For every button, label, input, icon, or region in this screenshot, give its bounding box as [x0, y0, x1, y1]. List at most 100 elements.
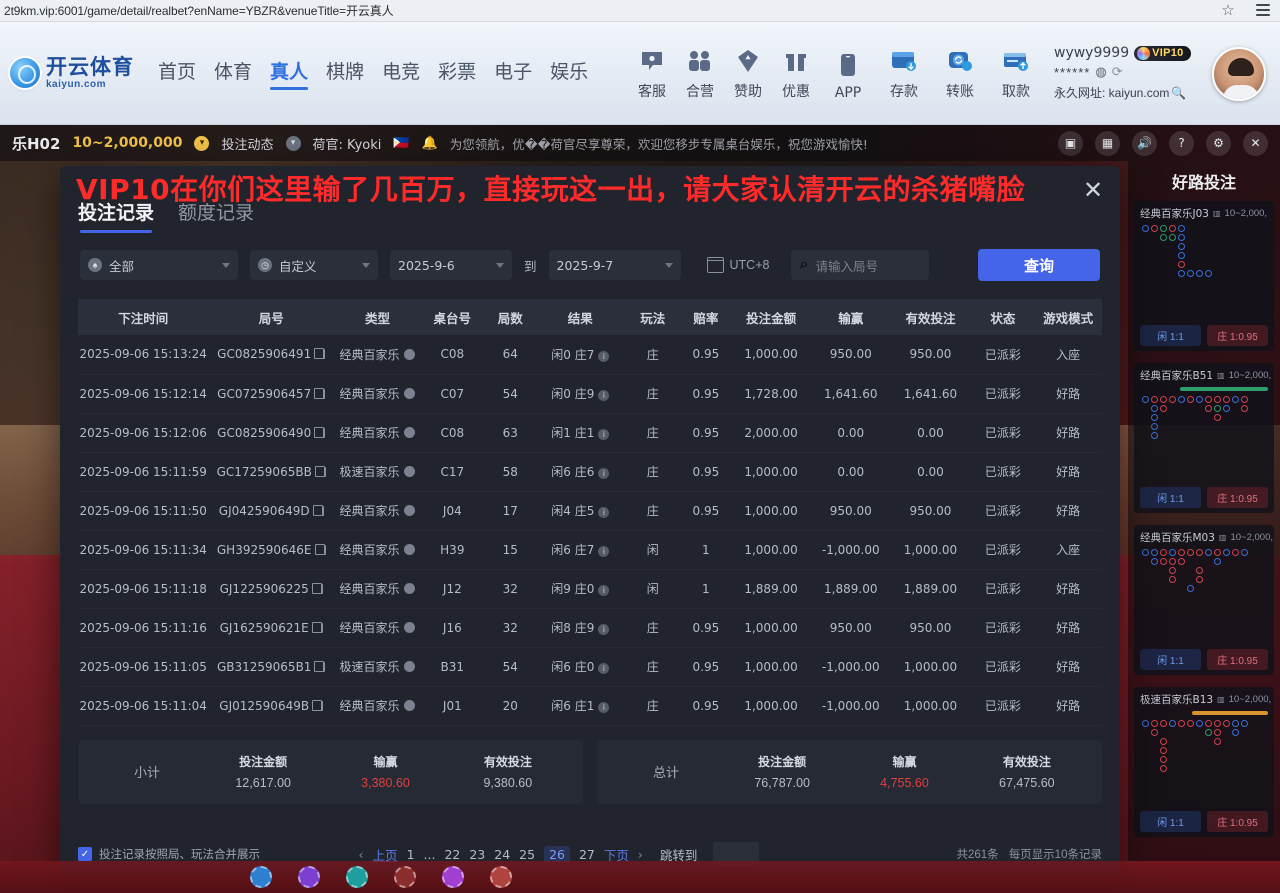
nav-item-chess[interactable]: 棋牌: [326, 60, 365, 83]
tool-deposit[interactable]: 存款: [876, 46, 932, 101]
nav-item-lottery[interactable]: 彩票: [438, 60, 477, 83]
info-icon[interactable]: i: [598, 507, 610, 518]
tool-transfer[interactable]: 转账: [932, 46, 988, 101]
info-icon[interactable]: i: [598, 546, 610, 557]
round-search-input[interactable]: ⌕ 请输入局号: [791, 250, 930, 280]
check-icon[interactable]: ✓: [78, 847, 92, 861]
player-bet-button[interactable]: 闲 1:1: [1140, 325, 1201, 346]
merge-checkbox-wrap[interactable]: ✓ 投注记录按照局、玩法合并展示: [78, 846, 260, 862]
copy-icon[interactable]: [314, 465, 326, 477]
table-row[interactable]: 2025-09-06 15:13:24 GC0825906491 经典百家乐 C08 6…: [78, 335, 1102, 374]
brand-logo[interactable]: 开云体育 kaiyun.com: [10, 56, 134, 90]
info-icon[interactable]: i: [598, 624, 610, 635]
bell-icon[interactable]: 🔔: [421, 135, 438, 151]
chip-icon[interactable]: [250, 866, 272, 888]
table-row[interactable]: 2025-09-06 15:11:05 GB31259065B1 极速百家乐 B31 5…: [78, 647, 1102, 686]
tool-customer-service[interactable]: 客服: [628, 46, 676, 101]
gear-icon[interactable]: ⚙: [1206, 130, 1231, 156]
info-icon[interactable]: i: [598, 350, 610, 362]
bookmark-star-icon[interactable]: ☆: [1221, 2, 1235, 19]
chip-icon[interactable]: [394, 866, 416, 888]
tab-credit-records[interactable]: 额度记录: [178, 202, 255, 224]
chevron-down-icon[interactable]: ▾: [194, 135, 210, 151]
nav-item-home[interactable]: 首页: [158, 60, 197, 83]
video-icon[interactable]: ▣: [1058, 130, 1083, 156]
volume-icon[interactable]: 🔊: [1132, 130, 1157, 156]
info-icon[interactable]: i: [598, 702, 610, 713]
chip-icon[interactable]: [490, 866, 512, 888]
rail-card[interactable]: 极速百家乐B13 ▥ 10~2,000, 闲 1:1: [1134, 687, 1274, 837]
player-bet-button[interactable]: 闲 1:1: [1140, 811, 1201, 832]
copy-icon[interactable]: [314, 426, 326, 438]
next-page-button[interactable]: 下页: [603, 847, 629, 863]
copy-icon[interactable]: [311, 621, 323, 633]
tool-promotions[interactable]: 优惠: [772, 46, 820, 101]
copy-icon[interactable]: [314, 660, 326, 672]
layout-icon[interactable]: ▦: [1095, 130, 1120, 156]
close-icon[interactable]: ✕: [1082, 177, 1104, 204]
timezone-indicator[interactable]: UTC+8: [706, 257, 769, 273]
page-27[interactable]: 27: [578, 846, 595, 862]
info-icon[interactable]: i: [598, 585, 610, 596]
page-1[interactable]: 1: [406, 846, 415, 862]
table-row[interactable]: 2025-09-06 15:11:18 GJ1225906225 经典百家乐 J12 3…: [78, 569, 1102, 608]
date-from-select[interactable]: 2025-9-6: [390, 250, 512, 280]
page-22[interactable]: 22: [444, 846, 461, 862]
tool-withdraw[interactable]: 取款: [988, 46, 1044, 101]
close-game-icon[interactable]: ✕: [1243, 130, 1268, 156]
page-25[interactable]: 25: [519, 846, 536, 862]
chevron-down-icon-2[interactable]: ▾: [285, 135, 301, 151]
nav-item-esports[interactable]: 电竞: [382, 60, 421, 83]
url-text[interactable]: 2t9km.vip:6001/game/detail/realbet?enNam…: [4, 4, 394, 18]
rail-card[interactable]: 经典百家乐J03 ▥ 10~2,000, 闲 1:1 庄 1:0.95: [1134, 201, 1274, 351]
chip-icon[interactable]: [346, 866, 368, 888]
page-24[interactable]: 24: [494, 846, 511, 862]
info-icon[interactable]: i: [598, 429, 610, 440]
nav-item-live[interactable]: 真人: [270, 57, 309, 90]
copy-icon[interactable]: [312, 699, 324, 711]
rail-card[interactable]: 经典百家乐B51 ▥ 10~2,000, 闲 1:1: [1134, 363, 1274, 513]
banker-bet-button[interactable]: 庄 1:0.95: [1207, 487, 1268, 508]
time-mode-select[interactable]: ◷ 自定义: [250, 250, 378, 280]
browser-menu-icon[interactable]: [1256, 4, 1270, 16]
table-row[interactable]: 2025-09-06 15:11:50 GJ042590649D 经典百家乐 J04 1…: [78, 491, 1102, 530]
category-select[interactable]: ♠ 全部: [80, 250, 238, 280]
tab-bet-records[interactable]: 投注记录: [78, 198, 154, 233]
chip-icon[interactable]: [298, 866, 320, 888]
copy-icon[interactable]: [312, 504, 324, 516]
date-to-select[interactable]: 2025-9-7: [548, 250, 681, 280]
copy-icon[interactable]: [314, 543, 326, 555]
copy-icon[interactable]: [314, 348, 326, 360]
tool-app[interactable]: APP: [820, 50, 876, 101]
prev-page-button[interactable]: 上页: [372, 847, 398, 863]
eye-off-icon[interactable]: ◍: [1095, 64, 1107, 79]
player-bet-button[interactable]: 闲 1:1: [1140, 487, 1201, 508]
table-row[interactable]: 2025-09-06 15:12:06 GC0825906490 经典百家乐 C08 6…: [78, 413, 1102, 452]
banker-bet-button[interactable]: 庄 1:0.95: [1207, 649, 1268, 670]
query-button[interactable]: 查询: [978, 249, 1100, 281]
info-icon[interactable]: i: [598, 663, 610, 674]
table-row[interactable]: 2025-09-06 15:11:04 GJ012590649B 经典百家乐 J01 2…: [78, 686, 1102, 725]
table-row[interactable]: 2025-09-06 15:11:59 GC17259065BB 极速百家乐 C17 5…: [78, 452, 1102, 491]
help-icon[interactable]: ?: [1169, 130, 1194, 156]
banker-bet-button[interactable]: 庄 1:0.95: [1207, 811, 1268, 832]
table-row[interactable]: 2025-09-06 15:11:34 GH392590646E 经典百家乐 H39 1…: [78, 530, 1102, 569]
prev-arrow-icon[interactable]: ‹: [358, 846, 364, 862]
chip-icon[interactable]: [442, 866, 464, 888]
table-row[interactable]: 2025-09-06 15:12:14 GC0725906457 经典百家乐 C07 5…: [78, 374, 1102, 413]
nav-item-sports[interactable]: 体育: [214, 60, 253, 83]
nav-item-entertainment[interactable]: 娱乐: [550, 60, 589, 83]
copy-icon[interactable]: [311, 582, 323, 594]
bet-dynamics-label[interactable]: 投注动态: [221, 137, 274, 153]
tool-partners[interactable]: 合营: [676, 46, 724, 101]
search-icon[interactable]: 🔍: [1171, 85, 1187, 100]
copy-icon[interactable]: [314, 387, 326, 399]
banker-bet-button[interactable]: 庄 1:0.95: [1207, 325, 1268, 346]
avatar[interactable]: [1212, 47, 1266, 101]
next-arrow-icon[interactable]: ›: [637, 846, 643, 862]
refresh-icon[interactable]: ⟳: [1111, 64, 1123, 79]
player-bet-button[interactable]: 闲 1:1: [1140, 649, 1201, 670]
tool-sponsor[interactable]: 赞助: [724, 46, 772, 101]
page-23[interactable]: 23: [469, 846, 486, 862]
table-row[interactable]: 2025-09-06 15:11:16 GJ162590621E 经典百家乐 J16 3…: [78, 608, 1102, 647]
